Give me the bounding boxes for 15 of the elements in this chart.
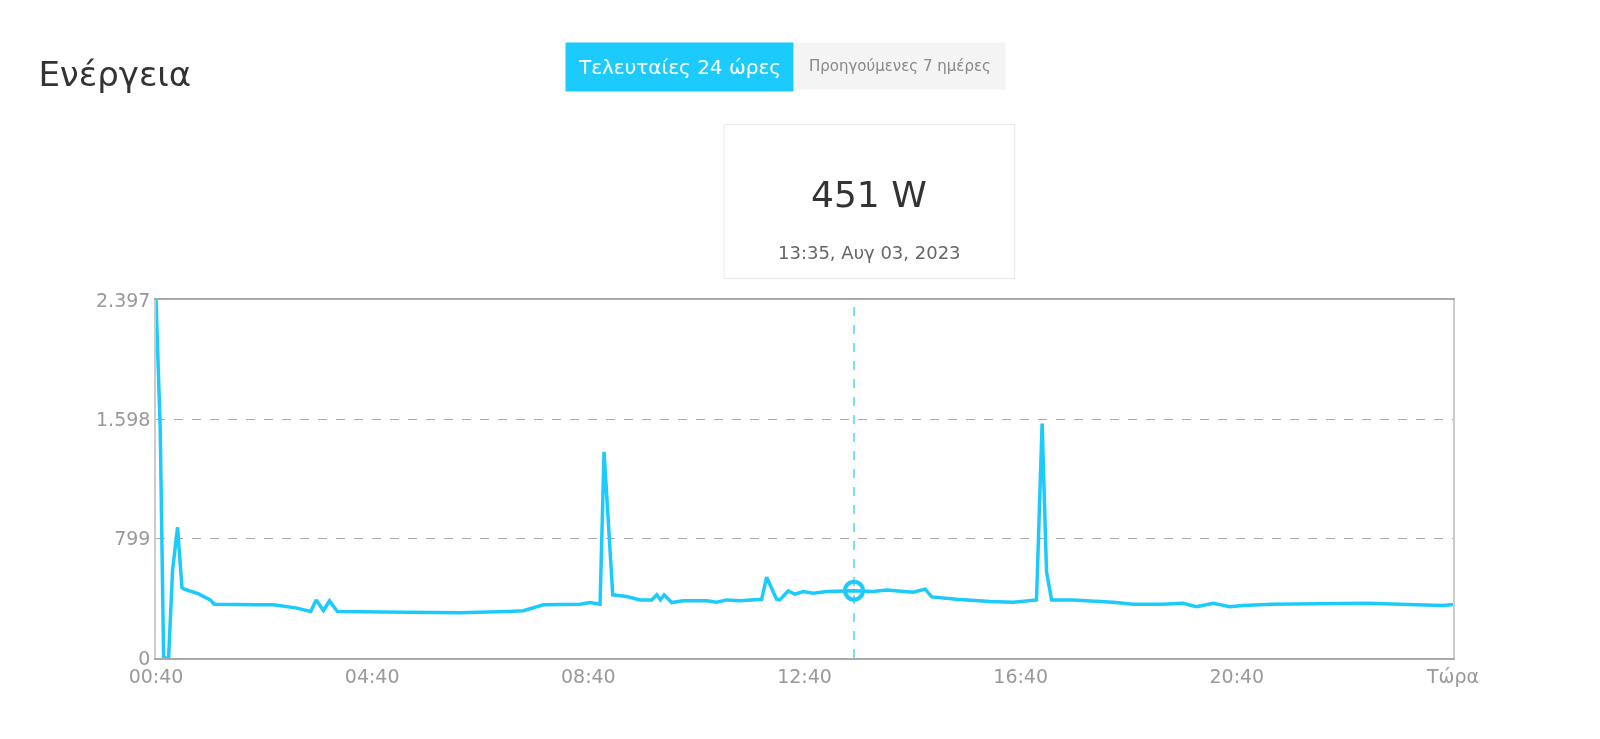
- x-tick-label: 08:40: [560, 664, 616, 687]
- text: 451 W: [811, 174, 927, 215]
- x-tick-label: 16:40: [993, 664, 1049, 687]
- y-tick-label: 1.598: [96, 407, 151, 430]
- x-tick-label: 20:40: [1209, 664, 1265, 687]
- line-series: [156, 300, 1453, 658]
- chart-title: Ενέργεια: [38, 53, 192, 94]
- text: Τελευταίες 24 ώρες: [578, 55, 781, 79]
- y-tick-label: 2.397: [96, 288, 151, 311]
- y-tick-label: 799: [114, 527, 151, 550]
- text: 13:35, Αυγ 03, 2023: [778, 242, 961, 263]
- x-tick-label: Τώρα: [1425, 664, 1480, 687]
- text: Προηγούμενες 7 ημέρες: [809, 57, 991, 75]
- x-tick-label: 12:40: [777, 664, 832, 687]
- x-tick-label: 04:40: [344, 664, 400, 687]
